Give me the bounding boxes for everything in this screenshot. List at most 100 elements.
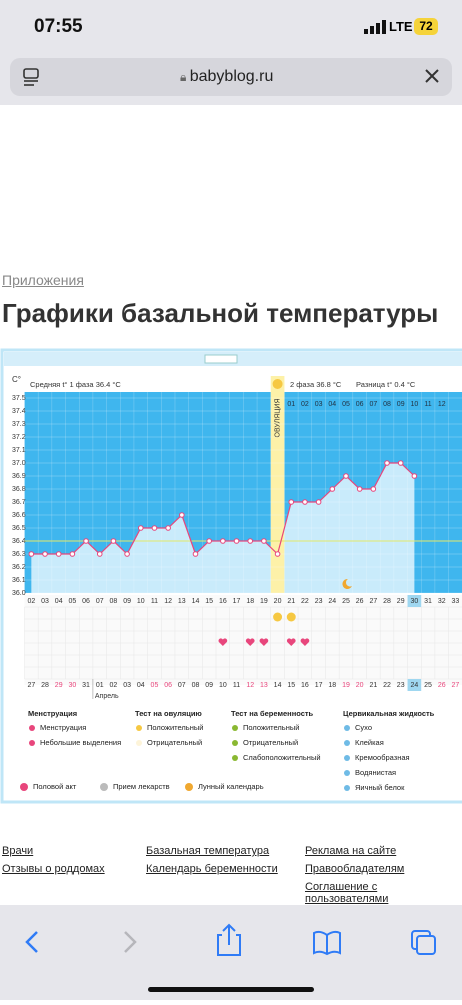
- y-tick-label: 36.6: [12, 512, 26, 519]
- y-tick-label: 36.3: [12, 551, 26, 558]
- ovulation-sun: [273, 379, 283, 389]
- x-tick-label: 09: [123, 598, 131, 605]
- month: Апрель: [95, 693, 119, 700]
- post-ovulation-day: 03: [315, 401, 323, 408]
- x-tick-label: 10: [137, 598, 145, 605]
- date-label: 23: [397, 682, 405, 689]
- share[interactable]: [218, 925, 240, 955]
- ovulation-test: [287, 613, 296, 622]
- legend-title: Тест на беременность: [231, 709, 314, 718]
- post-ovulation-day: 01: [287, 401, 295, 408]
- forward[interactable]: [125, 932, 135, 952]
- x-tick-label: 15: [205, 598, 213, 605]
- bbt-chart: C° Средняя t° 1 фаза 36.4 °C 2 фаза 36.8 °…: [0, 348, 462, 804]
- date-label: 19: [342, 682, 350, 689]
- date-label: 12: [246, 682, 254, 689]
- ovulation-test: [273, 613, 282, 622]
- back[interactable]: [27, 932, 37, 952]
- footer-link[interactable]: Реклама на сайте: [305, 845, 462, 857]
- x-tick-label: 12: [164, 598, 172, 605]
- date-label: 01: [96, 682, 104, 689]
- date-label: 11: [233, 682, 240, 689]
- temp-point: [207, 539, 212, 544]
- x-tick-label: 19: [260, 598, 268, 605]
- footer-col: Реклама на сайте Правообладателям Соглашен…: [305, 845, 462, 911]
- legend-title: Менструация: [28, 709, 77, 718]
- x-tick-label: 25: [342, 598, 350, 605]
- date-label: 02: [110, 682, 118, 689]
- date-label: 26: [438, 682, 446, 689]
- date-label: 24: [410, 682, 418, 689]
- x-tick-label: 02: [27, 598, 35, 605]
- temp-point: [221, 539, 226, 544]
- legend-icon: [344, 755, 350, 761]
- y-unit: C°: [12, 375, 21, 384]
- legend-extra: Половой акт: [33, 782, 77, 791]
- legend-item: Кремообразная: [355, 753, 410, 762]
- x-tick-label: 16: [219, 598, 227, 605]
- legend-icon: [29, 725, 35, 731]
- post-ovulation-day: 02: [301, 401, 309, 408]
- temp-point: [234, 539, 239, 544]
- date-label: 07: [178, 682, 186, 689]
- legend-title: Тест на овуляцию: [135, 709, 202, 718]
- temp-point: [111, 539, 116, 544]
- date-label: 29: [55, 682, 63, 689]
- footer-link[interactable]: Календарь беременности: [146, 863, 278, 875]
- temp-point: [357, 487, 362, 492]
- y-tick-label: 37.0: [12, 460, 26, 467]
- temp-point: [166, 526, 171, 531]
- bookmarks[interactable]: [314, 932, 340, 954]
- date-label: 06: [164, 682, 172, 689]
- breadcrumb[interactable]: Приложения: [2, 272, 84, 288]
- toolbar: [0, 905, 462, 1000]
- legend-icon: [344, 770, 350, 776]
- legend-icon: [232, 740, 238, 746]
- post-ovulation-day: 11: [424, 401, 431, 408]
- x-tick-label: 22: [301, 598, 309, 605]
- legend-item: Положительный: [147, 723, 203, 732]
- date-label: 30: [68, 682, 76, 689]
- difference: Разница t° 0.4 °C: [356, 380, 416, 389]
- close[interactable]: [424, 68, 440, 84]
- post-ovulation-day: 06: [356, 401, 364, 408]
- y-tick-label: 36.4: [12, 538, 26, 545]
- post-ovulation-day: 12: [438, 401, 446, 408]
- x-tick-label: 33: [452, 598, 460, 605]
- reader-icon[interactable]: [22, 67, 42, 87]
- date-label: 08: [192, 682, 200, 689]
- post-ovulation-day: 05: [342, 401, 350, 408]
- x-tick-label: 05: [68, 598, 76, 605]
- footer-link[interactable]: Соглашение с пользователями: [305, 881, 462, 905]
- phase2: 2 фаза 36.8 °C: [290, 380, 342, 389]
- tabs[interactable]: [412, 931, 435, 954]
- date-label: 04: [137, 682, 145, 689]
- temp-point: [303, 500, 308, 505]
- footer-link[interactable]: Врачи: [2, 845, 105, 857]
- x-tick-label: 23: [315, 598, 323, 605]
- temp-point: [43, 552, 48, 557]
- legend-icon: [29, 740, 35, 746]
- y-tick-label: 37.1: [12, 447, 26, 454]
- footer-link[interactable]: Правообладателям: [305, 863, 462, 875]
- x-tick-label: 14: [192, 598, 200, 605]
- date-label: 15: [287, 682, 295, 689]
- time: 07:55: [34, 16, 83, 38]
- x-tick-label: 30: [410, 598, 418, 605]
- x-tick-label: 28: [383, 598, 391, 605]
- date-label: 13: [260, 682, 268, 689]
- date-label: 22: [383, 682, 391, 689]
- footer-link[interactable]: Отзывы о роддомах: [2, 863, 105, 875]
- phase1: Средняя t° 1 фаза 36.4 °C: [30, 380, 121, 389]
- temp-point: [275, 552, 280, 557]
- y-tick-label: 36.8: [12, 486, 26, 493]
- x-tick-label: 03: [41, 598, 49, 605]
- footer-link[interactable]: Базальная температура: [146, 845, 278, 857]
- date-label: 05: [151, 682, 159, 689]
- date-label: 28: [41, 682, 49, 689]
- date-label: 17: [315, 682, 323, 689]
- y-tick-label: 36.5: [12, 525, 26, 532]
- temp-point: [344, 474, 349, 479]
- y-tick-label: 36.0: [12, 590, 26, 597]
- y-tick-label: 37.3: [12, 421, 26, 428]
